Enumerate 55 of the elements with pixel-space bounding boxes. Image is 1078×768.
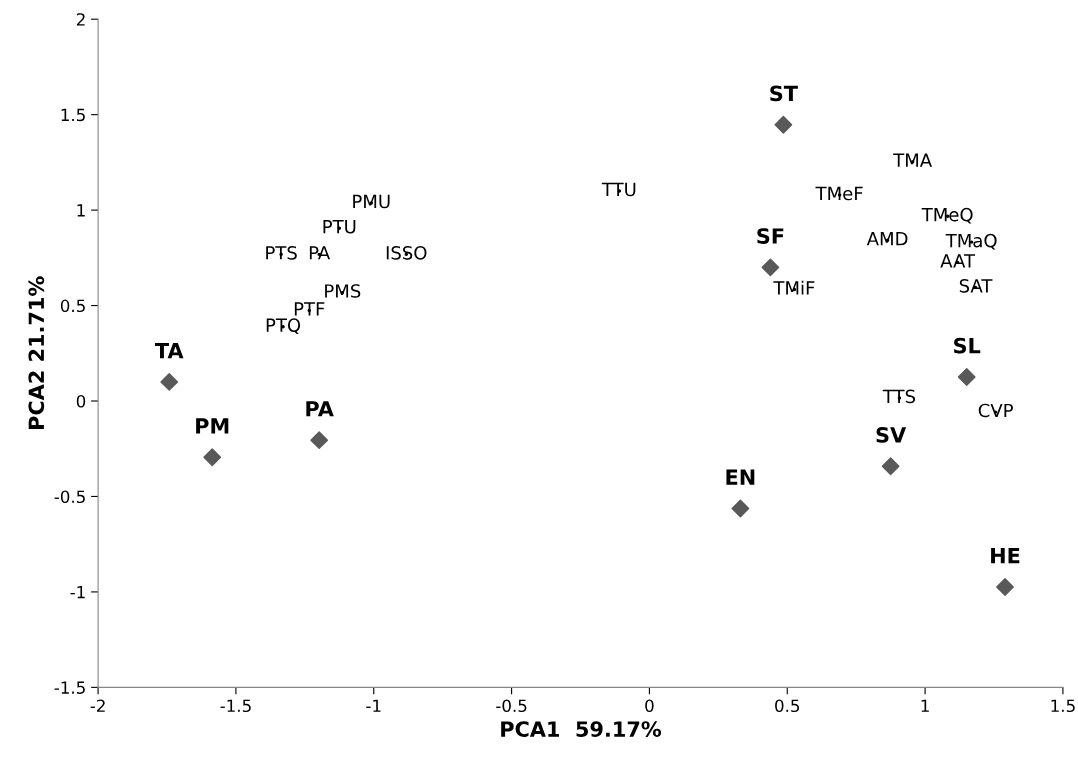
x-tick-label: 1.5 [1051, 699, 1075, 713]
data-label: PMS [325, 284, 361, 298]
data-label: SAT [959, 279, 993, 293]
y-tick-label: -1 [70, 586, 85, 599]
data-label: PA [309, 246, 331, 260]
point [881, 457, 900, 476]
series-label: SL [954, 337, 981, 354]
data-label: PTS [266, 245, 297, 260]
series-label: EN [726, 469, 755, 485]
data-label: TMaQ [945, 233, 997, 250]
data-label: TTU [601, 182, 636, 197]
data-label: TMiF [773, 280, 815, 295]
x-axis-title: PCA1 59.17% [501, 721, 662, 737]
point [996, 578, 1014, 596]
point [160, 373, 179, 391]
data-label: TMeF [815, 186, 863, 201]
x-tick-label: -1 [366, 699, 381, 712]
point [310, 431, 329, 450]
data-label: AMD [866, 232, 908, 246]
point [203, 448, 222, 467]
data-label: PTQ [266, 318, 301, 335]
y-tick-label: 1.5 [61, 108, 85, 122]
series-label: PM [196, 418, 229, 434]
x-tick-label: 1 [921, 699, 929, 712]
x-tick-label: -0.5 [496, 699, 527, 713]
y-tick-label: 1 [77, 204, 85, 217]
series-label: TA [154, 342, 184, 359]
x-tick-label: 0 [645, 699, 654, 713]
data-label: PTU [323, 220, 356, 234]
y-axis-title: PCA2 21.71% [28, 276, 45, 429]
data-label: AAT [940, 254, 976, 268]
point [774, 115, 793, 134]
y-tick-label: -0.5 [54, 490, 85, 504]
point [761, 258, 780, 277]
series-label: SV [876, 427, 907, 443]
y-tick-label: 2 [76, 13, 85, 26]
y-tick-label: 0.5 [60, 299, 85, 313]
point [731, 499, 750, 518]
y-tick-label: 0 [76, 394, 86, 408]
point [957, 368, 976, 386]
data-label: PMU [353, 194, 390, 209]
data-label: TMeQ [921, 207, 973, 224]
data-label: TMA [893, 153, 932, 167]
series-label: SF [757, 228, 784, 244]
data-label: TTS [882, 389, 916, 404]
series-label: PA [306, 401, 334, 417]
x-tick-label: -1.5 [220, 699, 251, 713]
series-label: HE [991, 547, 1020, 564]
x-tick-label: -2 [90, 699, 105, 712]
data-label: CVP [978, 403, 1013, 418]
data-label: ISSO [386, 245, 427, 260]
y-tick-label: -1.5 [54, 681, 85, 694]
series-label: ST [770, 85, 798, 102]
x-tick-label: 0.5 [775, 699, 800, 713]
data-label: PTF [294, 302, 325, 316]
